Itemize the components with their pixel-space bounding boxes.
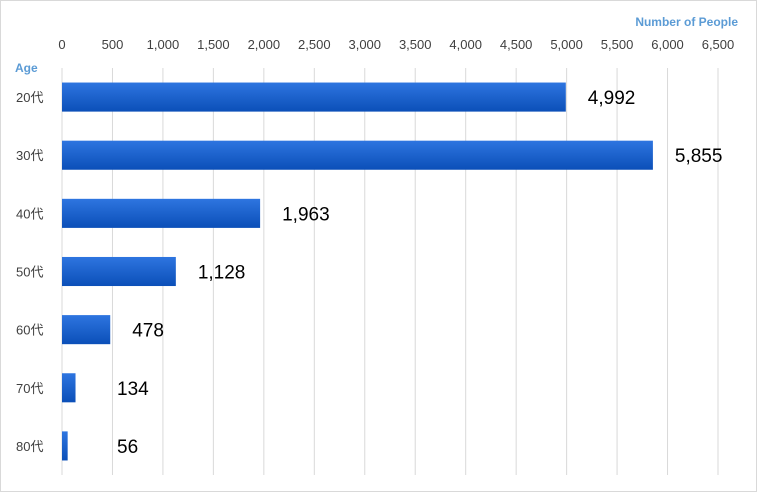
bar <box>62 315 111 345</box>
x-axis-ticks: 0 500 1,000 1,500 2,000 2,500 3,000 3,500 4,000 4… <box>58 37 734 52</box>
bar <box>62 431 68 461</box>
x-axis-title: Number of People <box>635 15 738 29</box>
x-tick-label: 5,500 <box>601 37 634 52</box>
y-category-label: 50代 <box>16 265 43 280</box>
bar <box>62 373 76 403</box>
x-tick-label: 5,000 <box>550 37 583 52</box>
y-category-label: 30代 <box>16 148 43 163</box>
data-labels: 4,992 5,855 1,963 1,128 478 134 56 <box>117 88 722 458</box>
bars <box>62 82 653 461</box>
gridlines <box>61 68 719 475</box>
x-tick-label: 3,000 <box>348 37 381 52</box>
x-tick-label: 3,500 <box>399 37 432 52</box>
x-tick-label: 0 <box>58 37 65 52</box>
x-tick-label: 500 <box>102 37 124 52</box>
y-category-label: 60代 <box>16 323 43 338</box>
y-axis-title: Age <box>15 61 38 75</box>
data-label: 1,963 <box>282 204 330 225</box>
y-category-label: 70代 <box>16 381 43 396</box>
y-category-label: 40代 <box>16 206 43 221</box>
y-axis-categories: 20代 30代 40代 50代 60代 70代 80代 <box>16 90 43 454</box>
data-label: 1,128 <box>198 263 246 284</box>
x-tick-label: 4,000 <box>449 37 482 52</box>
bar <box>62 198 261 228</box>
x-tick-label: 1,000 <box>147 37 180 52</box>
data-label: 134 <box>117 379 149 400</box>
bar <box>62 140 653 170</box>
bar <box>62 82 566 112</box>
x-tick-label: 6,500 <box>702 37 735 52</box>
y-category-label: 20代 <box>16 90 43 105</box>
data-label: 478 <box>132 321 164 342</box>
data-label: 5,855 <box>675 146 723 167</box>
x-tick-label: 6,000 <box>651 37 684 52</box>
data-label: 56 <box>117 437 138 458</box>
x-tick-label: 2,500 <box>298 37 331 52</box>
y-category-label: 80代 <box>16 439 43 454</box>
x-tick-label: 1,500 <box>197 37 230 52</box>
x-tick-label: 2,000 <box>248 37 281 52</box>
x-tick-label: 4,500 <box>500 37 533 52</box>
bar <box>62 256 176 287</box>
data-label: 4,992 <box>588 88 636 109</box>
